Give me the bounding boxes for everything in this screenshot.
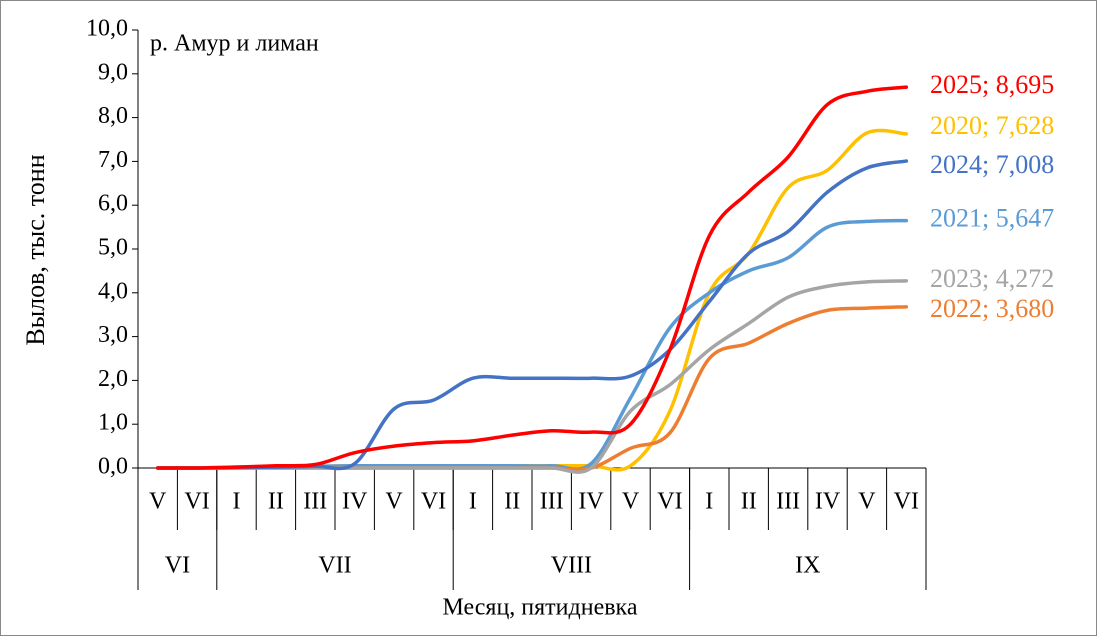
- annotation: р. Амур и лиман: [150, 31, 319, 57]
- data-label: 2020; 7,628: [930, 111, 1054, 140]
- y-tick-label: 8,0: [98, 103, 128, 129]
- x-tick-label: VI: [894, 489, 919, 515]
- x-tick-label: V: [858, 489, 876, 515]
- data-label: 2021; 5,647: [930, 204, 1054, 233]
- y-tick-label: 5,0: [98, 235, 128, 261]
- x-tick-label: III: [303, 489, 327, 515]
- y-tick-label: 10,0: [86, 16, 128, 42]
- x-tick-label: V: [622, 489, 640, 515]
- x-tick-label: I: [705, 489, 713, 515]
- group-label: VI: [165, 553, 190, 579]
- y-tick-label: 6,0: [98, 191, 128, 217]
- x-tick-label: IV: [815, 489, 841, 515]
- y-tick-label: 9,0: [98, 59, 128, 85]
- y-axis-label: Вылов, тыс. тонн: [21, 154, 50, 345]
- x-tick-label: IV: [342, 489, 368, 515]
- data-label: 2024; 7,008: [930, 150, 1054, 179]
- y-tick-label: 7,0: [98, 147, 128, 173]
- x-tick-label: II: [741, 489, 757, 515]
- x-tick-label: V: [149, 489, 167, 515]
- y-tick-label: 3,0: [98, 322, 128, 348]
- x-tick-label: III: [540, 489, 564, 515]
- x-axis-label: Месяц, пятидневка: [442, 595, 637, 621]
- group-label: IX: [795, 553, 820, 579]
- x-tick-label: I: [469, 489, 477, 515]
- y-tick-label: 0,0: [98, 454, 128, 480]
- x-tick-label: VI: [184, 489, 209, 515]
- x-tick-label: II: [268, 489, 284, 515]
- x-tick-label: VI: [657, 489, 682, 515]
- group-label: VIII: [551, 553, 592, 579]
- data-label: 2022; 3,680: [930, 294, 1054, 323]
- x-tick-label: II: [504, 489, 520, 515]
- data-label: 2023; 4,272: [930, 264, 1054, 293]
- y-tick-label: 2,0: [98, 366, 128, 392]
- y-tick-label: 4,0: [98, 278, 128, 304]
- line: [155, 85, 909, 470]
- x-tick-label: V: [385, 489, 403, 515]
- data-label: 2025; 8,695: [930, 70, 1054, 99]
- x-tick-label: I: [233, 489, 241, 515]
- y-tick-label: 1,0: [98, 410, 128, 436]
- x-tick-label: IV: [578, 489, 604, 515]
- x-tick-label: VI: [421, 489, 446, 515]
- x-tick-label: III: [776, 489, 800, 515]
- group-label: VII: [318, 553, 351, 579]
